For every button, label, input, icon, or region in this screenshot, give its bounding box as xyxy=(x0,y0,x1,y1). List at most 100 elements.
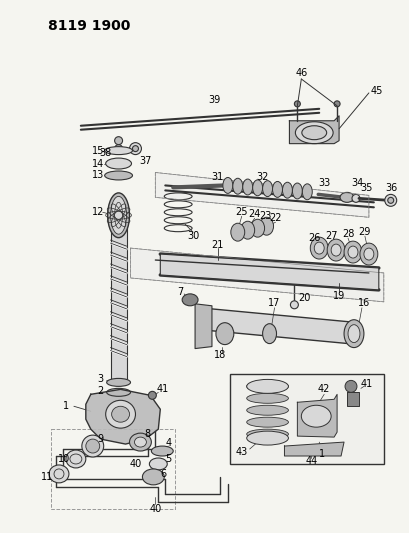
Text: 36: 36 xyxy=(384,183,397,193)
Text: 41: 41 xyxy=(156,384,168,394)
Ellipse shape xyxy=(106,378,130,386)
Text: 23: 23 xyxy=(259,211,271,221)
Ellipse shape xyxy=(387,197,393,203)
Polygon shape xyxy=(110,225,126,379)
Ellipse shape xyxy=(246,429,288,439)
Text: 13: 13 xyxy=(91,171,103,181)
Text: 40: 40 xyxy=(129,459,141,469)
Text: 24: 24 xyxy=(248,209,260,219)
Text: 8: 8 xyxy=(144,429,150,439)
Text: 19: 19 xyxy=(332,291,344,301)
Polygon shape xyxy=(289,116,338,144)
Text: 43: 43 xyxy=(235,447,247,457)
Ellipse shape xyxy=(106,389,130,397)
Polygon shape xyxy=(130,248,383,302)
Ellipse shape xyxy=(330,244,340,256)
Polygon shape xyxy=(160,254,378,290)
Ellipse shape xyxy=(343,241,361,263)
Ellipse shape xyxy=(333,101,339,107)
Ellipse shape xyxy=(339,192,353,203)
Ellipse shape xyxy=(246,379,288,393)
Text: 29: 29 xyxy=(358,227,370,237)
Text: 30: 30 xyxy=(187,231,199,241)
Ellipse shape xyxy=(110,196,126,234)
Ellipse shape xyxy=(282,182,292,198)
Ellipse shape xyxy=(242,179,252,195)
Ellipse shape xyxy=(301,126,326,140)
Ellipse shape xyxy=(326,239,344,261)
Bar xyxy=(229,375,383,464)
Text: 28: 28 xyxy=(341,229,353,239)
Ellipse shape xyxy=(115,136,122,144)
Text: 5: 5 xyxy=(165,454,171,464)
Ellipse shape xyxy=(294,122,333,144)
Polygon shape xyxy=(195,304,211,349)
Ellipse shape xyxy=(301,405,330,427)
Text: 1: 1 xyxy=(318,449,324,459)
Text: 6: 6 xyxy=(160,469,166,479)
Ellipse shape xyxy=(232,178,242,194)
Text: 35: 35 xyxy=(360,183,372,193)
Text: 42: 42 xyxy=(317,384,330,394)
Ellipse shape xyxy=(262,181,272,197)
Ellipse shape xyxy=(106,400,135,428)
Ellipse shape xyxy=(351,195,359,203)
Text: 10: 10 xyxy=(58,454,70,464)
Text: 15: 15 xyxy=(91,146,103,156)
Ellipse shape xyxy=(85,439,99,453)
Text: 22: 22 xyxy=(269,213,281,223)
Ellipse shape xyxy=(240,221,254,239)
Ellipse shape xyxy=(343,320,363,348)
Ellipse shape xyxy=(294,101,300,107)
Ellipse shape xyxy=(115,144,122,152)
Ellipse shape xyxy=(230,223,244,241)
Polygon shape xyxy=(284,442,343,456)
Ellipse shape xyxy=(290,301,298,309)
Text: 38: 38 xyxy=(99,148,112,158)
Ellipse shape xyxy=(344,381,356,392)
Ellipse shape xyxy=(246,393,288,403)
Ellipse shape xyxy=(106,158,131,169)
Polygon shape xyxy=(200,308,358,345)
Ellipse shape xyxy=(129,433,151,451)
Ellipse shape xyxy=(149,458,167,470)
Text: 2: 2 xyxy=(97,386,103,397)
Text: 37: 37 xyxy=(139,156,151,166)
Ellipse shape xyxy=(148,391,156,399)
Ellipse shape xyxy=(301,184,312,200)
Ellipse shape xyxy=(292,183,301,199)
Text: 33: 33 xyxy=(317,179,330,189)
Text: 9: 9 xyxy=(97,434,103,444)
Text: 45: 45 xyxy=(370,86,382,96)
Ellipse shape xyxy=(359,243,377,265)
Text: 44: 44 xyxy=(304,456,317,466)
Text: 18: 18 xyxy=(213,350,225,360)
Ellipse shape xyxy=(216,322,233,345)
Ellipse shape xyxy=(82,435,103,457)
Text: 12: 12 xyxy=(91,207,103,217)
Ellipse shape xyxy=(246,431,288,445)
Text: 40: 40 xyxy=(149,504,161,514)
Text: 46: 46 xyxy=(294,68,307,78)
Ellipse shape xyxy=(49,465,69,483)
Polygon shape xyxy=(297,394,336,437)
Ellipse shape xyxy=(182,294,198,306)
Ellipse shape xyxy=(151,446,173,456)
Text: 20: 20 xyxy=(297,293,310,303)
Text: 25: 25 xyxy=(235,207,247,217)
Text: 32: 32 xyxy=(256,173,268,182)
Ellipse shape xyxy=(262,324,276,344)
Ellipse shape xyxy=(142,469,164,485)
Text: 14: 14 xyxy=(91,158,103,168)
Text: 8119 1900: 8119 1900 xyxy=(48,19,130,33)
Ellipse shape xyxy=(222,177,232,193)
Text: 11: 11 xyxy=(41,472,53,482)
Ellipse shape xyxy=(66,450,85,468)
Text: 39: 39 xyxy=(208,95,220,105)
Text: 3: 3 xyxy=(97,374,103,384)
Ellipse shape xyxy=(310,237,327,259)
Text: 16: 16 xyxy=(357,298,369,308)
Text: 34: 34 xyxy=(350,179,362,189)
Ellipse shape xyxy=(104,147,132,155)
Ellipse shape xyxy=(134,437,146,447)
